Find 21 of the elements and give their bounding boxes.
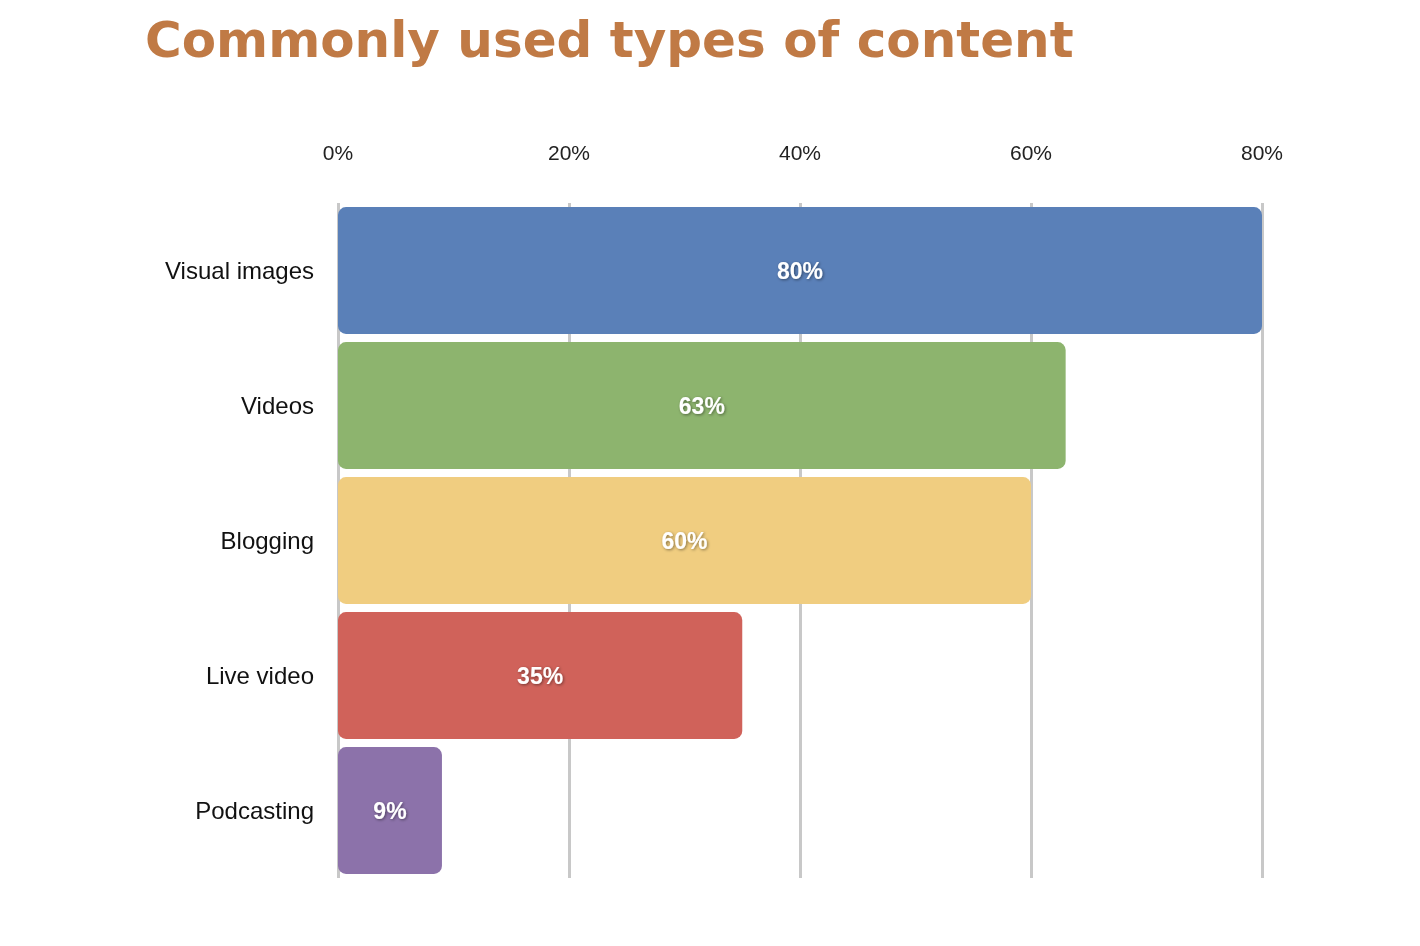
data-label: 80% bbox=[776, 257, 824, 284]
bar bbox=[338, 207, 1262, 334]
bar bbox=[338, 612, 743, 739]
y-tick-label: Videos bbox=[241, 392, 314, 419]
data-label: 60% bbox=[661, 527, 708, 554]
data-label: 63% bbox=[678, 392, 725, 419]
y-tick-label: Live video bbox=[205, 662, 314, 689]
bar bbox=[338, 477, 1031, 604]
bar bbox=[338, 747, 442, 874]
chart-title: Commonly used types of content bbox=[145, 11, 1074, 69]
x-tick-label: 0% bbox=[322, 141, 354, 164]
data-label: 35% bbox=[517, 662, 564, 689]
data-label: 9% bbox=[373, 797, 407, 824]
bar bbox=[338, 342, 1066, 469]
y-tick-label: Visual images bbox=[165, 257, 314, 284]
y-tick-label: Podcasting bbox=[195, 797, 314, 824]
x-tick-label: 20% bbox=[547, 141, 591, 164]
x-tick-label: 80% bbox=[1240, 141, 1284, 164]
x-tick-label: 40% bbox=[778, 141, 822, 164]
x-tick-label: 60% bbox=[1009, 141, 1053, 164]
y-tick-label: Blogging bbox=[220, 527, 314, 554]
